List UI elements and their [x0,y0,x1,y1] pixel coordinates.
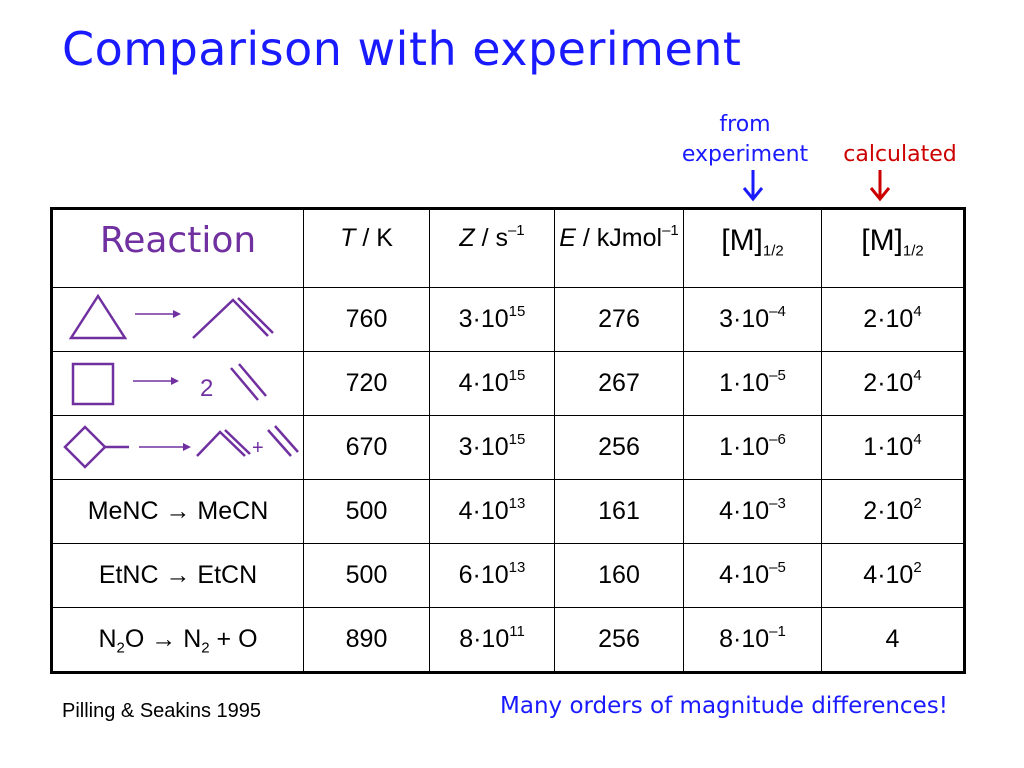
cell-m-calculated: 2·104 [821,351,965,416]
cyclopropane-reaction-diagram [68,293,274,340]
cell-reaction: EtNC → EtCN [51,543,304,608]
table-header-row: Reaction T / K Z / s–1 E / kJmol–1 [M]1/… [51,208,965,288]
page-title: Comparison with experiment [62,22,742,76]
header-reaction: Reaction [51,208,304,288]
cell-temperature: 500 [303,479,430,544]
cell-z: 3·1015 [429,415,555,480]
cell-m-experiment: 1·10–6 [683,415,822,480]
cell-energy: 161 [554,479,684,544]
reaction-cyclopropane-to-propene [51,287,304,352]
cyclobutane-structure [71,362,115,406]
cell-energy: 276 [554,287,684,352]
cell-m-calculated: 4·102 [821,543,965,608]
cell-reaction: MeNC → MeCN [51,479,304,544]
cyclopropane-structure [68,293,128,340]
comparison-table: Reaction T / K Z / s–1 E / kJmol–1 [M]1/… [50,207,966,674]
propene-structure [196,429,251,457]
cell-temperature: 890 [303,607,430,673]
cell-energy: 256 [554,415,684,480]
from-experiment-label: from experiment [681,112,809,167]
conclusion-note: Many orders of magnitude differences! [500,693,948,719]
cyclobutane-reaction-diagram: 2 [71,362,267,406]
table-row: 760 3·1015 276 3·10–4 2·104 [51,287,965,352]
reaction-methylcyclobutane: + [51,415,304,480]
propene-structure [192,297,274,339]
cell-temperature: 500 [303,543,430,608]
cell-m-experiment: 4·10–3 [683,479,822,544]
cell-temperature: 760 [303,287,430,352]
table-row: N2O → N2 + O 890 8·1011 256 8·10–1 4 [51,607,965,673]
ethylene-structure [230,363,267,401]
header-z: Z / s–1 [429,208,555,288]
plus-sign: + [252,437,264,459]
cell-temperature: 670 [303,415,430,480]
ethylene-structure [267,425,299,457]
cell-energy: 160 [554,543,684,608]
cell-m-experiment: 4·10–5 [683,543,822,608]
header-temperature: T / K [303,208,430,288]
cell-m-calculated: 2·104 [821,287,965,352]
methylcyclobutane-structure [63,425,129,469]
cell-m-experiment: 1·10–5 [683,351,822,416]
reaction-cyclobutane-to-ethylene: 2 [51,351,304,416]
cell-z: 8·1011 [429,607,555,673]
cell-energy: 256 [554,607,684,673]
table-row: EtNC → EtCN 500 6·1013 160 4·10–5 4·102 [51,543,965,608]
cell-z: 6·1013 [429,543,555,608]
arrow-down-icon [869,170,891,202]
cell-m-calculated: 2·102 [821,479,965,544]
cell-m-calculated: 4 [821,607,965,673]
cell-m-experiment: 8·10–1 [683,607,822,673]
cell-z: 4·1013 [429,479,555,544]
arrow-down-icon [742,170,764,202]
product-coefficient: 2 [200,375,213,402]
methylcyclobutane-reaction-diagram: + [63,425,299,469]
header-m-calculated: [M]1/2 [821,208,965,288]
header-m-experiment: [M]1/2 [683,208,822,288]
calculated-label: calculated [843,142,957,167]
cell-reaction: N2O → N2 + O [51,607,304,673]
table-row: + 670 3·1015 256 1·10–6 1·104 [51,415,965,480]
table-row: MeNC → MeCN 500 4·1013 161 4·10–3 2·102 [51,479,965,544]
cell-m-calculated: 1·104 [821,415,965,480]
cell-energy: 267 [554,351,684,416]
cell-temperature: 720 [303,351,430,416]
cell-z: 4·1015 [429,351,555,416]
cell-z: 3·1015 [429,287,555,352]
header-energy: E / kJmol–1 [554,208,684,288]
table-row: 2 720 4·1015 267 1·10–5 2·104 [51,351,965,416]
citation: Pilling & Seakins 1995 [62,700,262,722]
cell-m-experiment: 3·10–4 [683,287,822,352]
